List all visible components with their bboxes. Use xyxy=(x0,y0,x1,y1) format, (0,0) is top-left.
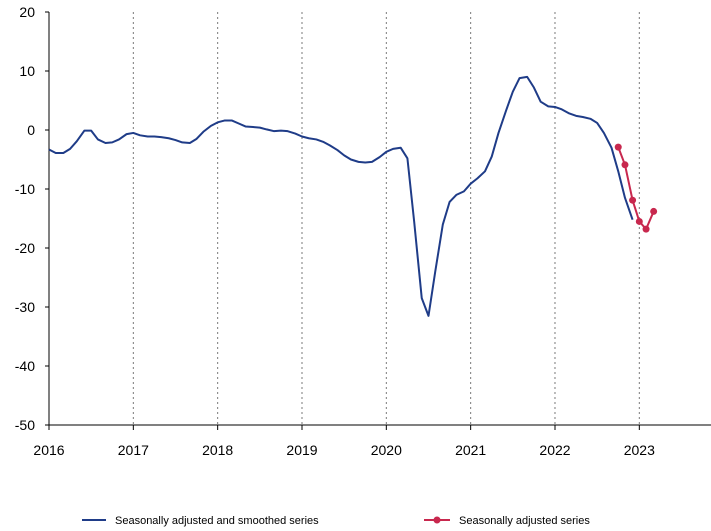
series-line-1 xyxy=(617,146,655,231)
y-tick-label: -50 xyxy=(15,417,35,433)
legend-label-adjusted: Seasonally adjusted series xyxy=(459,515,590,527)
axes xyxy=(45,11,711,430)
x-tick-label: 2017 xyxy=(118,442,149,458)
y-tick-label: -10 xyxy=(15,181,35,197)
x-axis-tick-labels: 2016 2017 2018 2019 2020 2021 2022 2023 xyxy=(33,442,655,458)
data-point xyxy=(629,196,637,204)
grid-lines xyxy=(132,12,640,425)
x-tick-label: 2023 xyxy=(624,442,655,458)
data-point xyxy=(650,207,658,215)
legend-marker-adjusted xyxy=(433,516,441,524)
legend-label-smoothed: Seasonally adjusted and smoothed series xyxy=(115,515,319,527)
x-tick-label: 2020 xyxy=(371,442,402,458)
data-point xyxy=(621,161,629,169)
series-line-0 xyxy=(48,75,634,317)
y-tick-label: 20 xyxy=(19,4,35,20)
x-tick-label: 2018 xyxy=(202,442,233,458)
y-tick-label: 0 xyxy=(27,122,35,138)
x-tick-label: 2016 xyxy=(33,442,64,458)
x-tick-label: 2019 xyxy=(286,442,317,458)
y-tick-label: -20 xyxy=(15,240,35,256)
y-tick-label: -30 xyxy=(15,299,35,315)
y-tick-label: -40 xyxy=(15,358,35,374)
y-axis-tick-labels: 20 10 0 -10 -20 -30 -40 -50 xyxy=(15,4,35,433)
legend: Seasonally adjusted and smoothed series … xyxy=(82,515,590,527)
data-point xyxy=(635,217,643,225)
x-tick-label: 2021 xyxy=(455,442,486,458)
data-point xyxy=(642,225,650,233)
y-tick-label: 10 xyxy=(19,63,35,79)
series-layer xyxy=(48,75,658,317)
x-tick-label: 2022 xyxy=(539,442,570,458)
data-point xyxy=(614,143,622,151)
